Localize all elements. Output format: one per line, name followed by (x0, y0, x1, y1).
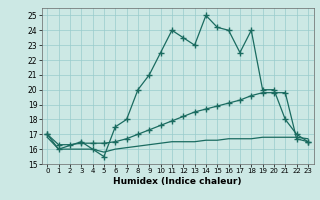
X-axis label: Humidex (Indice chaleur): Humidex (Indice chaleur) (113, 177, 242, 186)
